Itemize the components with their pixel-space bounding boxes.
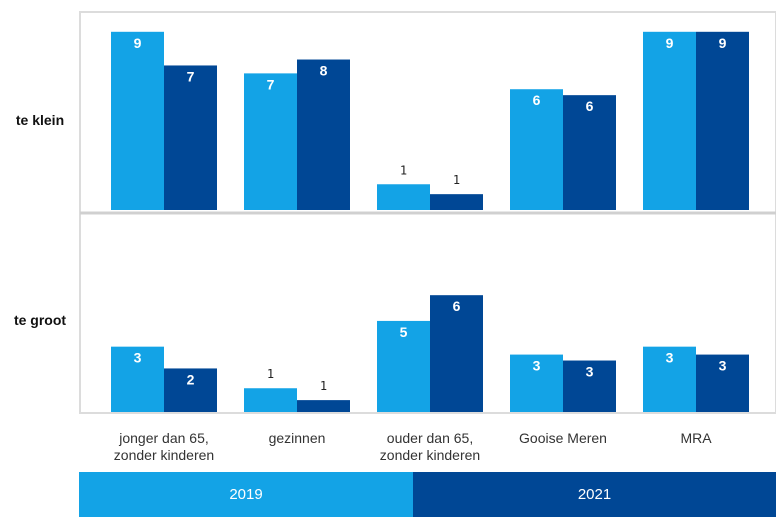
bar [510, 89, 563, 210]
value-label: 9 [134, 35, 142, 51]
category-label: ouder dan 65, zonder kinderen [379, 430, 481, 463]
value-label: 6 [586, 98, 594, 114]
bar [430, 194, 483, 210]
value-label: 1 [400, 163, 407, 177]
bar [377, 184, 430, 210]
legend-2021: 2021 [413, 472, 776, 517]
legend-2019: 2019 [79, 472, 413, 517]
value-label: 6 [533, 92, 541, 108]
bar [696, 31, 749, 210]
value-label: 7 [267, 76, 275, 92]
value-label: 3 [533, 358, 541, 374]
bar [111, 346, 164, 412]
value-label: 3 [134, 350, 142, 366]
category-label: Gooise Meren [519, 430, 607, 446]
bar [244, 388, 297, 412]
panel-label: te groot [13, 312, 67, 328]
bar [111, 31, 164, 210]
category-label: MRA [680, 430, 712, 446]
value-label: 3 [719, 358, 727, 374]
value-label: 5 [400, 324, 408, 340]
value-label: 6 [453, 298, 461, 314]
value-label: 7 [187, 68, 195, 84]
bar [643, 346, 696, 412]
bar [297, 59, 350, 210]
bar [244, 73, 297, 210]
category-label: jonger dan 65, zonder kinderen [113, 430, 215, 463]
bar [297, 400, 350, 412]
bar [510, 354, 563, 412]
value-label: 1 [453, 173, 460, 187]
bar [164, 368, 217, 412]
bar [643, 31, 696, 210]
bar [430, 295, 483, 412]
value-label: 9 [719, 35, 727, 51]
value-label: 1 [267, 367, 274, 381]
bar [377, 320, 430, 412]
value-label: 3 [666, 350, 674, 366]
value-label: 3 [586, 364, 594, 380]
bar [164, 65, 217, 211]
value-label: 1 [320, 379, 327, 393]
panel-label: te klein [15, 112, 65, 128]
bar [563, 95, 616, 210]
value-label: 8 [320, 63, 328, 79]
bar [563, 360, 616, 412]
value-label: 2 [187, 371, 195, 387]
category-label: gezinnen [268, 430, 326, 446]
bar [696, 354, 749, 412]
value-label: 9 [666, 35, 674, 51]
